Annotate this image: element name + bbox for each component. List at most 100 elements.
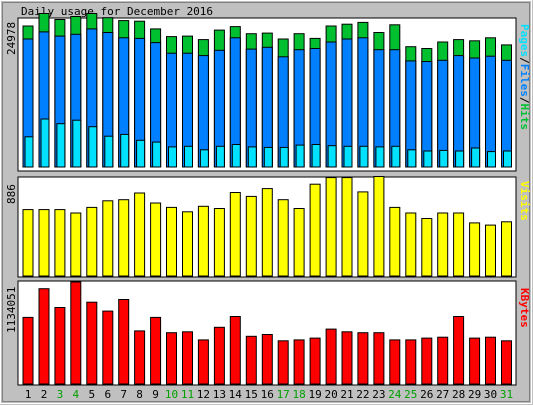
bar-visits-day-18: [293, 208, 305, 277]
bar-pages-day-26: [423, 150, 433, 168]
bar-kbytes-day-27: [437, 336, 449, 385]
bar-visits-day-17: [277, 199, 289, 277]
day-label-6: 6: [104, 388, 111, 401]
bar-pages-day-18: [295, 144, 305, 168]
bar-visits-day-15: [245, 195, 257, 277]
bar-kbytes-day-13: [213, 326, 225, 385]
bar-visits-day-1: [22, 209, 34, 277]
bar-kbytes-day-15: [245, 335, 257, 385]
bar-kbytes-day-21: [341, 331, 353, 385]
bar-kbytes-day-29: [469, 337, 481, 385]
bar-kbytes-day-11: [182, 331, 193, 385]
series-label-hits-panel-part-4: Hits: [518, 104, 531, 131]
bar-pages-day-28: [455, 150, 465, 168]
bar-kbytes-day-8: [134, 330, 146, 385]
bar-visits-day-8: [134, 192, 146, 277]
day-label-1: 1: [25, 388, 32, 401]
day-label-21: 21: [340, 388, 353, 401]
ymax-label-visits: 886: [5, 184, 18, 204]
bar-kbytes-day-18: [293, 339, 305, 385]
bar-pages-day-31: [503, 150, 512, 168]
bar-pages-day-24: [391, 145, 401, 168]
day-label-11: 11: [181, 388, 194, 401]
day-label-7: 7: [120, 388, 127, 401]
day-label-19: 19: [308, 388, 321, 401]
bar-visits-day-7: [118, 199, 130, 277]
day-label-12: 12: [197, 388, 210, 401]
bar-kbytes-day-31: [501, 340, 512, 385]
series-label-hits-panel-part-2: Files: [518, 64, 531, 97]
day-label-17: 17: [277, 388, 290, 401]
bar-visits-day-25: [405, 212, 417, 277]
bar-kbytes-day-14: [229, 316, 241, 385]
bar-pages-day-4: [72, 119, 82, 168]
series-label-kbytes-panel-part-0: KBytes: [518, 288, 531, 328]
bar-pages-day-12: [199, 149, 209, 168]
day-label-14: 14: [229, 388, 243, 401]
series-label-hits-panel-part-3: /: [518, 97, 531, 104]
ymax-label-kbytes: 1134051: [5, 287, 18, 333]
bar-kbytes-day-22: [357, 332, 369, 385]
day-label-31: 31: [500, 388, 513, 401]
bar-kbytes-day-5: [86, 301, 98, 385]
bar-pages-day-21: [343, 145, 353, 168]
bar-files-day-30: [485, 55, 496, 168]
series-label-kbytes-panel: KBytes: [518, 288, 531, 328]
day-label-2: 2: [41, 388, 48, 401]
bar-pages-day-15: [247, 146, 257, 168]
bar-visits-day-14: [229, 192, 241, 277]
bar-visits-day-23: [373, 176, 385, 277]
day-label-15: 15: [245, 388, 258, 401]
bar-visits-day-29: [469, 222, 481, 277]
bar-pages-day-5: [88, 126, 98, 168]
bars-hits-panel: [22, 13, 512, 168]
bar-pages-day-16: [263, 146, 273, 168]
bar-pages-day-13: [215, 145, 225, 168]
ymax-label-hits: 24978: [5, 22, 18, 55]
bar-kbytes-day-12: [197, 339, 209, 385]
bar-kbytes-day-19: [309, 337, 321, 385]
day-label-27: 27: [436, 388, 449, 401]
bar-kbytes-day-16: [261, 334, 273, 385]
series-label-visits-panel: Visits: [518, 181, 531, 221]
day-label-23: 23: [372, 388, 385, 401]
day-label-26: 26: [420, 388, 433, 401]
bar-pages-day-3: [56, 123, 66, 168]
day-label-13: 13: [213, 388, 226, 401]
bar-pages-day-27: [439, 149, 449, 168]
bar-visits-day-20: [325, 177, 337, 277]
day-label-18: 18: [292, 388, 305, 401]
bar-pages-day-17: [279, 146, 289, 168]
bar-kbytes-day-10: [166, 332, 177, 385]
bar-kbytes-day-25: [405, 339, 417, 385]
bar-kbytes-day-3: [54, 307, 66, 385]
day-label-3: 3: [57, 388, 64, 401]
bar-kbytes-day-23: [373, 332, 385, 385]
bar-pages-day-30: [487, 151, 496, 168]
day-label-16: 16: [261, 388, 274, 401]
bar-visits-day-12: [197, 205, 209, 277]
day-label-8: 8: [136, 388, 143, 401]
bar-pages-day-1: [24, 136, 34, 168]
bar-kbytes-day-6: [102, 310, 114, 385]
bars-visits-panel: [22, 176, 512, 277]
day-label-28: 28: [452, 388, 465, 401]
bar-files-day-28: [453, 55, 465, 168]
bar-visits-day-13: [213, 208, 225, 277]
series-label-hits-panel: Pages/Files/Hits: [518, 24, 531, 130]
bar-kbytes-day-24: [389, 339, 401, 385]
day-label-20: 20: [324, 388, 337, 401]
bar-visits-day-24: [389, 206, 401, 277]
bar-visits-day-16: [261, 188, 273, 277]
bar-pages-day-22: [359, 145, 369, 168]
day-labels: 1 2 3 4 5 6 7 8 9 10 11 12 13 14 15 16 17 18 19 20 21 22 23 24 2…: [25, 388, 513, 401]
bar-pages-day-23: [375, 146, 385, 168]
day-label-22: 22: [356, 388, 369, 401]
bar-visits-day-31: [501, 221, 512, 277]
bar-pages-day-8: [136, 139, 146, 168]
bar-pages-day-20: [327, 145, 337, 168]
chart-frame-inner: [2, 2, 530, 402]
